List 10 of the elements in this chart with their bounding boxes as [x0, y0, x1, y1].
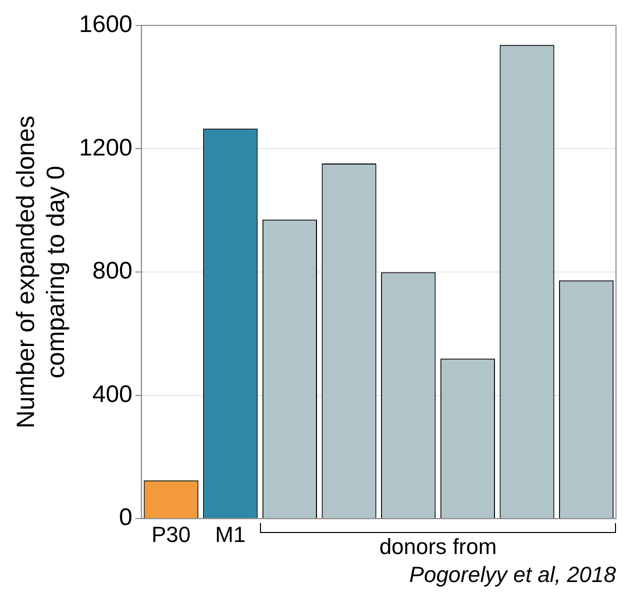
x-tick-label: P30 — [151, 522, 191, 547]
text: Pogorelyy et al, 2018 — [408, 560, 616, 589]
y-axis-title: Number of expanded clones comparing to day 0 — [12, 116, 70, 428]
y-tick-label: 1200 — [79, 134, 132, 162]
y-tick-label: 400 — [92, 380, 132, 408]
y-tick-label: 800 — [92, 258, 132, 285]
y-tick-label: 0 — [119, 504, 132, 532]
text: donors from — [378, 532, 498, 561]
x-tick-label: M1 — [215, 522, 246, 547]
y-tick-label: 1600 — [79, 11, 132, 38]
